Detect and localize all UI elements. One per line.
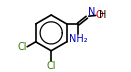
Text: N: N bbox=[88, 7, 95, 16]
Text: Cl: Cl bbox=[47, 61, 56, 71]
Text: O: O bbox=[96, 10, 103, 20]
Text: Cl: Cl bbox=[17, 42, 27, 52]
Text: H: H bbox=[99, 10, 107, 20]
Text: NH₂: NH₂ bbox=[69, 34, 88, 44]
